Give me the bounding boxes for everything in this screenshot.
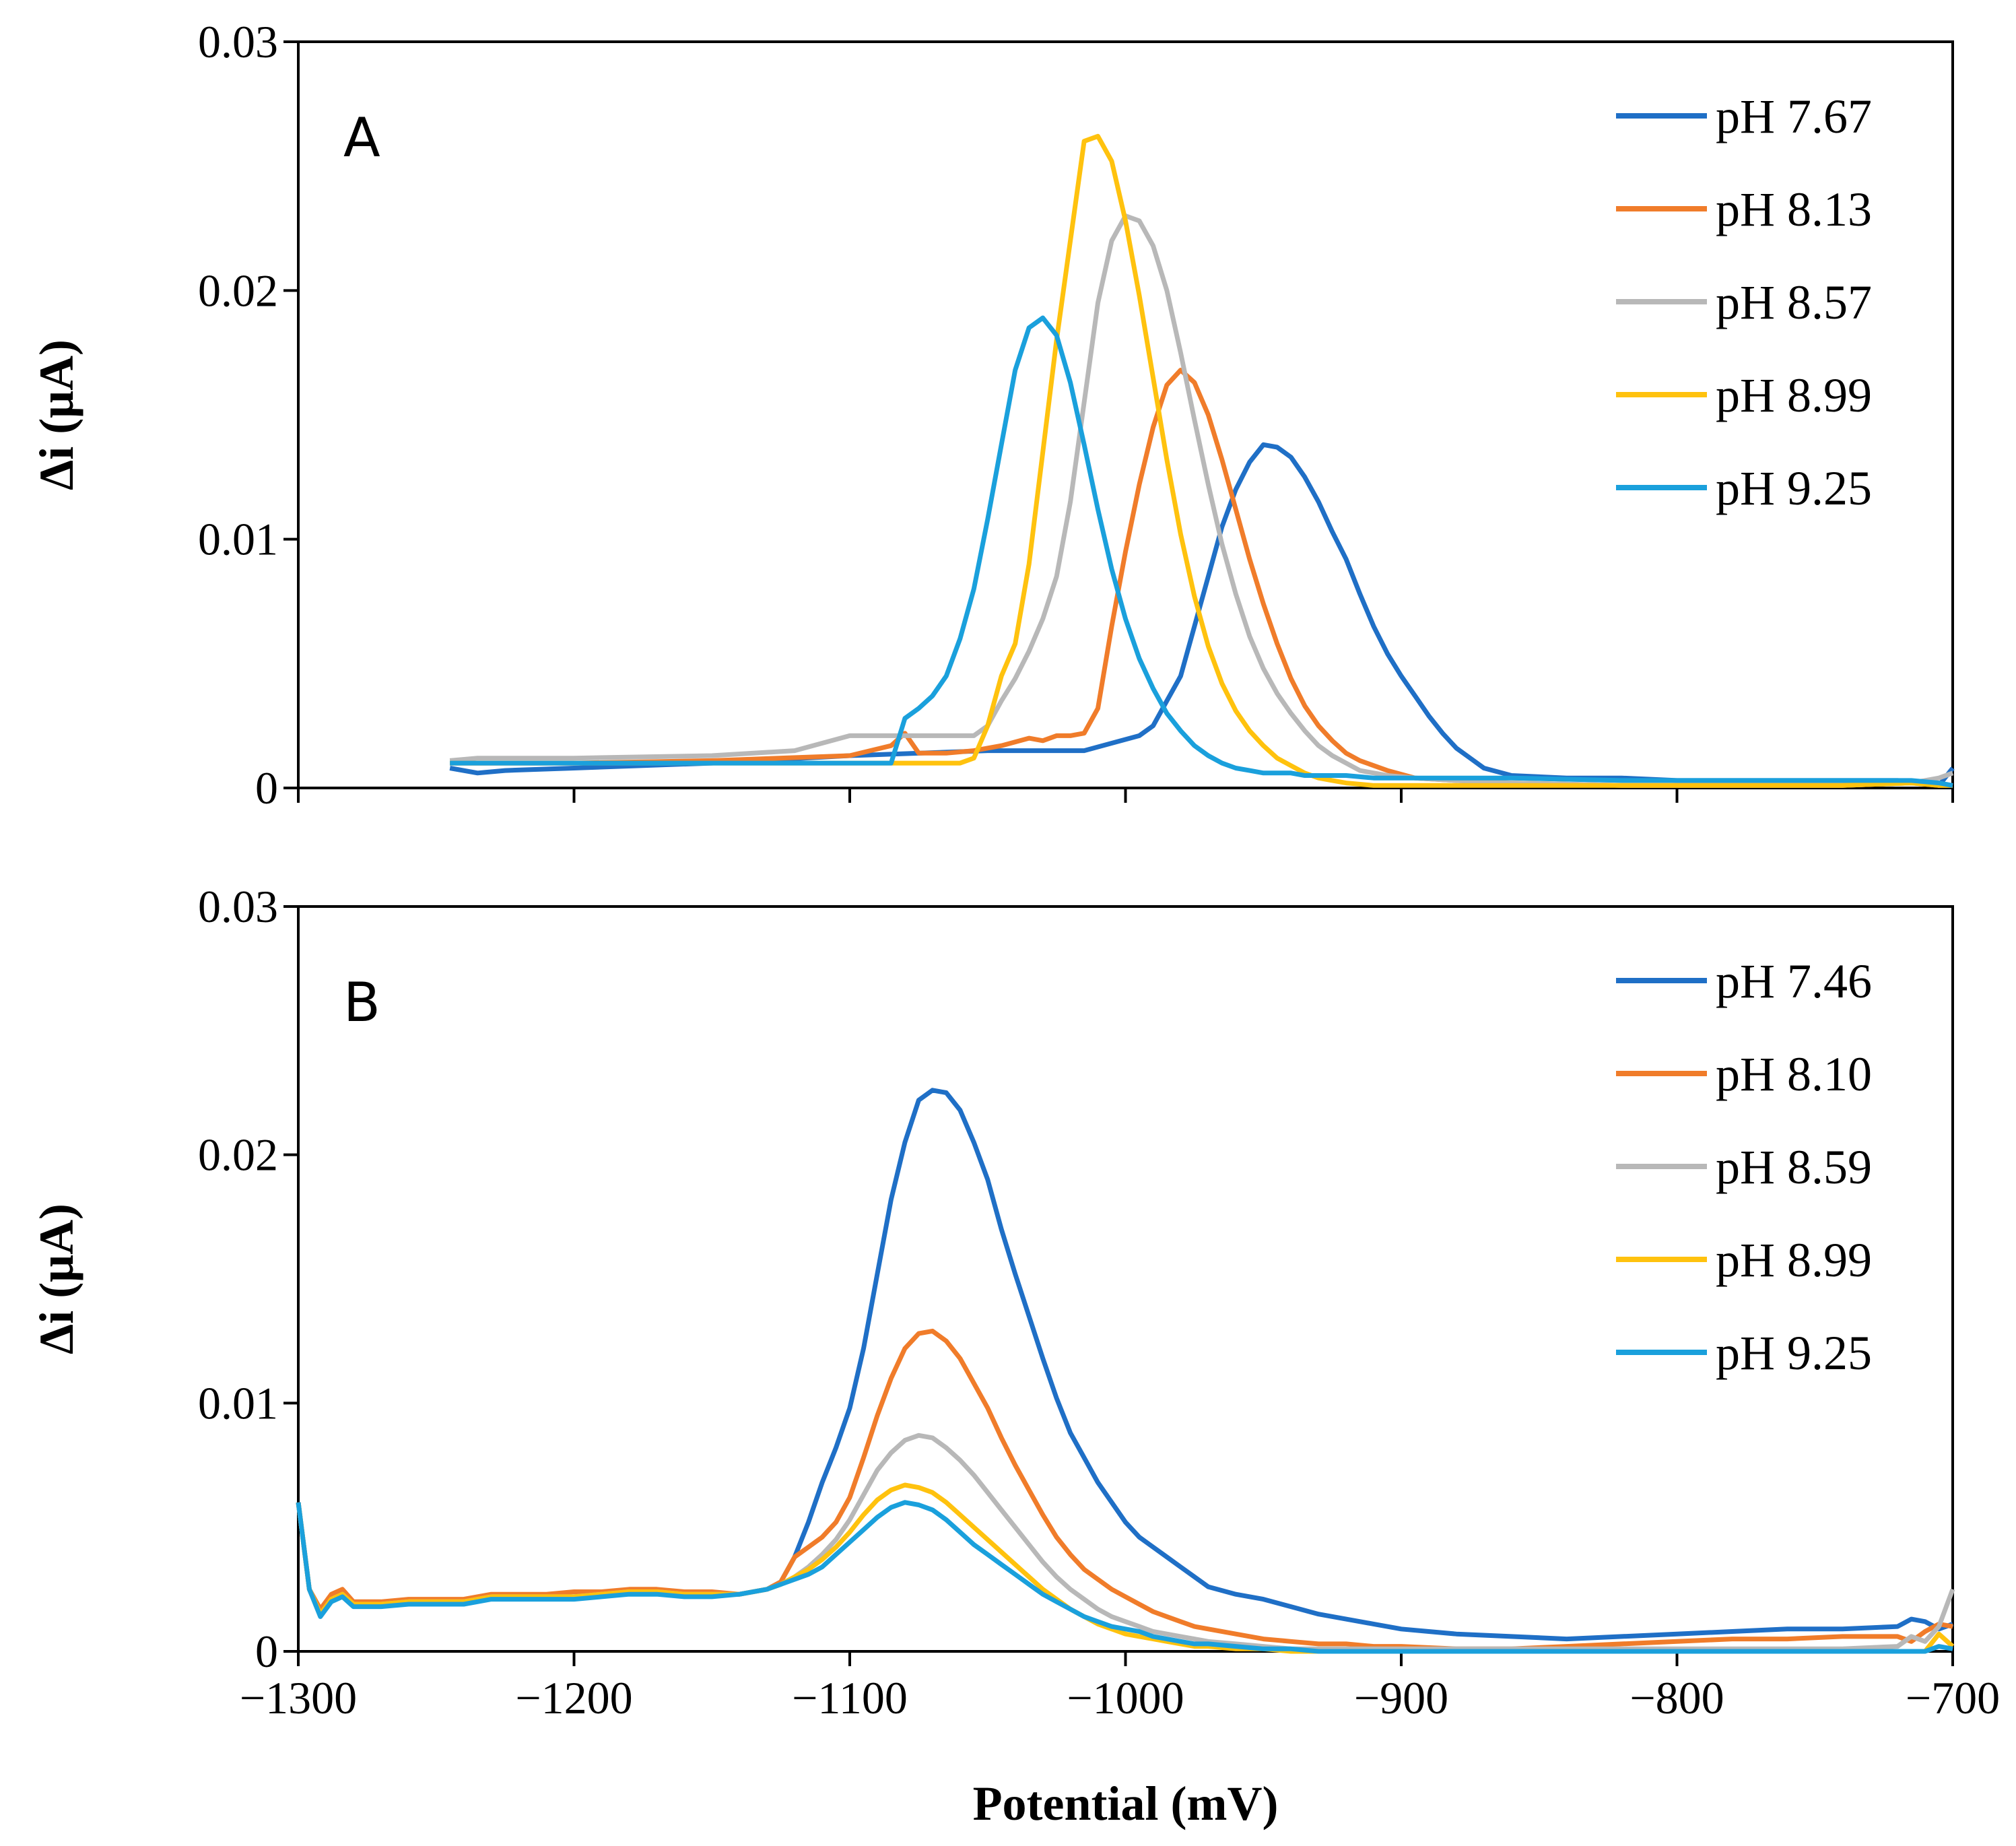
y-tick-label: 0 (255, 762, 278, 814)
x-tick-label: −1200 (515, 1672, 632, 1723)
series-line-ph-9-25 (450, 315, 1953, 788)
x-tick-label: −1100 (792, 1672, 908, 1723)
legend-label: pH 8.13 (1716, 183, 1872, 236)
y-tick-label: 0 (255, 1626, 278, 1677)
legend-label: pH 7.67 (1716, 90, 1872, 143)
chart-panel-b: 0 0.01 0.02 0.03 −1300 −1200 −1100 −1000 −900 −80… (30, 881, 2000, 1831)
legend: pH 7.46 pH 8.10 pH 8.59 pH 8.99 pH 9.25 (1616, 954, 1872, 1380)
y-axis-title: Δi (μA) (30, 339, 83, 490)
legend-label: pH 8.99 (1716, 368, 1872, 422)
legend-label: pH 8.59 (1716, 1140, 1872, 1194)
y-tick-label: 0.01 (198, 1377, 278, 1428)
y-tick-label: 0.02 (198, 1129, 278, 1181)
y-tick-label: 0.02 (198, 265, 278, 316)
series-line-ph-8-99 (450, 133, 1953, 788)
legend-label: pH 9.25 (1716, 461, 1872, 515)
y-tick-label: 0.03 (198, 16, 278, 67)
chart-panel-a: 0 0.01 0.02 0.03 Δi (μA) A pH 7.67 pH 8.13 pH 8.… (30, 16, 1955, 814)
legend-label: pH 8.57 (1716, 275, 1872, 329)
y-tick-label: 0.01 (198, 514, 278, 565)
legend-label: pH 7.46 (1716, 954, 1872, 1008)
y-axis-title: Δi (μA) (30, 1204, 83, 1354)
x-tick-label: −700 (1906, 1672, 2000, 1723)
legend-label: pH 9.25 (1716, 1326, 1872, 1380)
x-tick-label: −800 (1629, 1672, 1724, 1723)
panel-label: B (343, 971, 380, 1034)
series-line-ph-9-25 (296, 1500, 1953, 1654)
x-tick-label: −1300 (240, 1672, 357, 1723)
y-tick-label: 0.03 (198, 881, 278, 932)
x-tick-label: −900 (1354, 1672, 1448, 1723)
legend-label: pH 8.99 (1716, 1233, 1872, 1287)
legend: pH 7.67 pH 8.13 pH 8.57 pH 8.99 pH 9.25 (1616, 90, 1872, 515)
x-axis-title: Potential (mV) (973, 1777, 1279, 1831)
x-tick-label: −1000 (1067, 1672, 1184, 1723)
panel-label: A (343, 106, 380, 169)
legend-label: pH 8.10 (1716, 1047, 1872, 1101)
